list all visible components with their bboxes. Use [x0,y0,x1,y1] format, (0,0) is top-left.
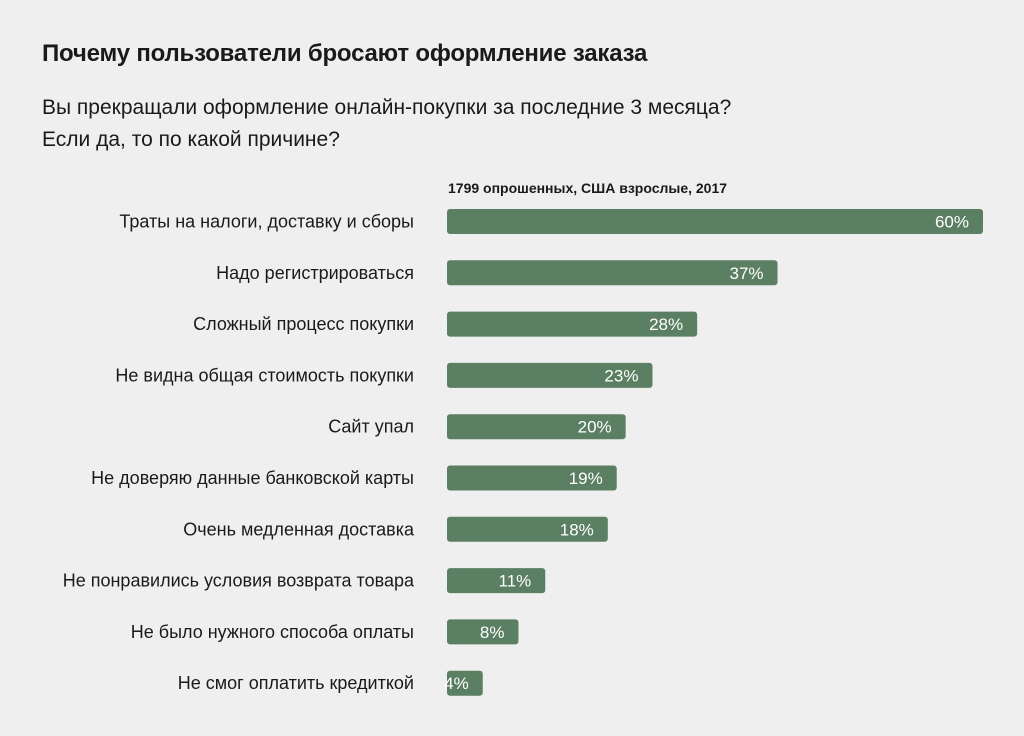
bar [447,209,983,234]
bar [447,465,617,491]
value-label: 37% [730,264,764,283]
survey-note: 1799 опрошенных, США взрослые, 2017 [448,180,728,196]
value-label: 60% [935,213,969,232]
subtitle-line-2: Если да, то по какой причине? [42,128,340,151]
bar [447,619,519,645]
bar [447,311,698,337]
value-label: 8% [480,623,505,642]
chart-subtitle: Вы прекращали оформление онлайн-покупки … [42,92,842,156]
bar [447,260,778,286]
value-label: 11% [499,572,532,591]
bar [447,568,546,594]
chart-title: Почему пользователи бросают оформление з… [42,40,648,67]
bar [447,414,626,440]
value-label: 19% [569,469,603,488]
value-label: 23% [604,366,638,385]
category-label: Не доверяю данные банковской карты [91,468,414,488]
category-label: Надо регистрироваться [216,263,414,283]
bar [447,670,483,696]
category-label: Сайт упал [328,417,414,437]
value-label: 28% [649,315,683,334]
category-label: Не понравились условия возврата товара [63,571,415,591]
value-label: 4% [444,674,469,693]
bar [447,516,608,542]
category-label: Сложный процесс покупки [193,314,414,334]
value-label: 18% [560,520,594,539]
bar [447,362,653,388]
category-label: Не смог оплатить кредиткой [178,673,414,693]
category-label: Траты на налоги, доставку и сборы [119,212,414,232]
subtitle-line-1: Вы прекращали оформление онлайн-покупки … [42,96,732,119]
category-label: Очень медленная доставка [183,519,415,539]
value-label: 20% [578,418,612,437]
category-label: Не видна общая стоимость покупки [115,365,414,385]
category-label: Не было нужного способа оплаты [131,622,414,642]
